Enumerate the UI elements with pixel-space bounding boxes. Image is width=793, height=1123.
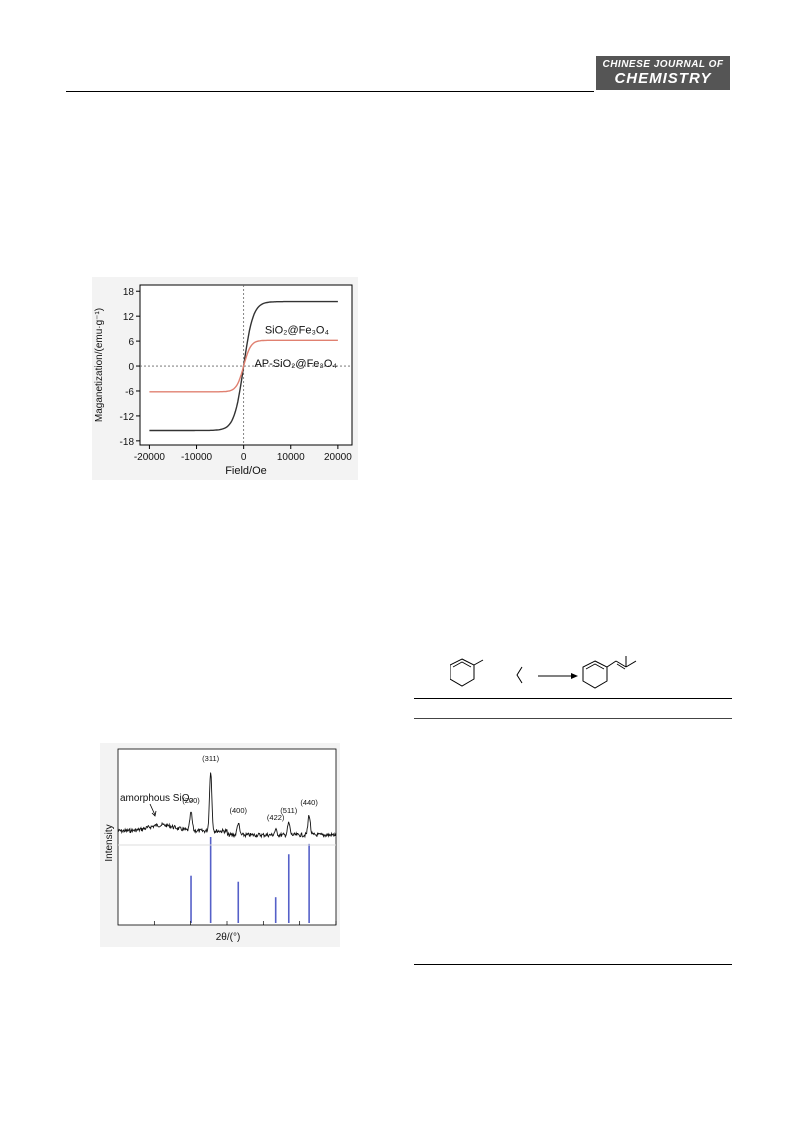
series-line-ap-sio2-fe3o4 (149, 339, 338, 393)
xrd-pattern-line (117, 772, 337, 839)
y-axis-title: Intensity (104, 824, 115, 861)
plot-frame (139, 284, 353, 446)
peak-label: (311) (202, 754, 219, 763)
series-label-sio2-fe3o4: SiO₂@Fe₃O₄ (265, 325, 330, 337)
series-label-ap-sio2-fe3o4: AP-SiO₂@Fe₃O₄ (254, 358, 337, 370)
table-bottom-rule (414, 964, 732, 965)
x-axis-title: Field/Oe (225, 465, 267, 477)
x-tick-label: 20000 (324, 452, 352, 463)
reaction-scheme-svg (450, 656, 637, 689)
x-tick-label: -20000 (134, 452, 166, 463)
isobutylene-fragment-icon (516, 666, 523, 684)
journal-badge-line2: CHEMISTRY (614, 70, 712, 87)
xrd-figure: (200) (311) (400) (422) (511) (440) amorphous… (100, 743, 340, 947)
magnetization-figure: -20000 -10000 0 10000 20000 -18 -12 -6 0 6 12 18 Si… (92, 277, 358, 480)
annotation-arrowhead (151, 810, 157, 817)
magnetization-plot: -20000 -10000 0 10000 20000 -18 -12 -6 0 6 12 18 Si… (92, 277, 358, 480)
reaction-scheme (450, 655, 665, 695)
peak-label: (400) (230, 806, 248, 815)
y-tick-label: -6 (125, 387, 134, 398)
y-tick-label: -18 (120, 437, 135, 448)
annotation-arrow (149, 803, 156, 816)
journal-badge: CHINESE JOURNAL OF CHEMISTRY (596, 56, 730, 90)
peak-label: (200) (182, 796, 200, 805)
product-structure-icon (582, 656, 637, 689)
journal-badge-line1: CHINESE JOURNAL OF (602, 59, 724, 70)
amorphous-annotation: amorphous SiO₂ (120, 793, 193, 804)
x-tick-label: -10000 (181, 452, 213, 463)
x-tick-label: 0 (241, 452, 247, 463)
peak-label: (422) (267, 813, 285, 822)
peak-label: (511) (280, 806, 297, 815)
y-tick-label: 6 (128, 337, 134, 348)
x-tick-label: 10000 (277, 452, 305, 463)
table-header-rule (414, 718, 732, 719)
y-tick-label: 12 (123, 312, 135, 323)
y-tick-label: 0 (128, 362, 134, 373)
y-tick-label: -12 (120, 412, 135, 423)
y-axis-title: Maganetization/(emu·g⁻¹) (94, 308, 105, 422)
xrd-plot: (200) (311) (400) (422)(511)(440) amorphous… (100, 743, 340, 947)
table-top-rule (414, 698, 732, 699)
header-rule (66, 91, 594, 92)
y-tick-label: 18 (123, 287, 135, 298)
x-axis-title: 2θ/(°) (216, 932, 241, 943)
toluene-structure-icon (450, 658, 484, 687)
reaction-arrow-icon (538, 673, 578, 679)
peak-label: (440) (300, 798, 318, 807)
